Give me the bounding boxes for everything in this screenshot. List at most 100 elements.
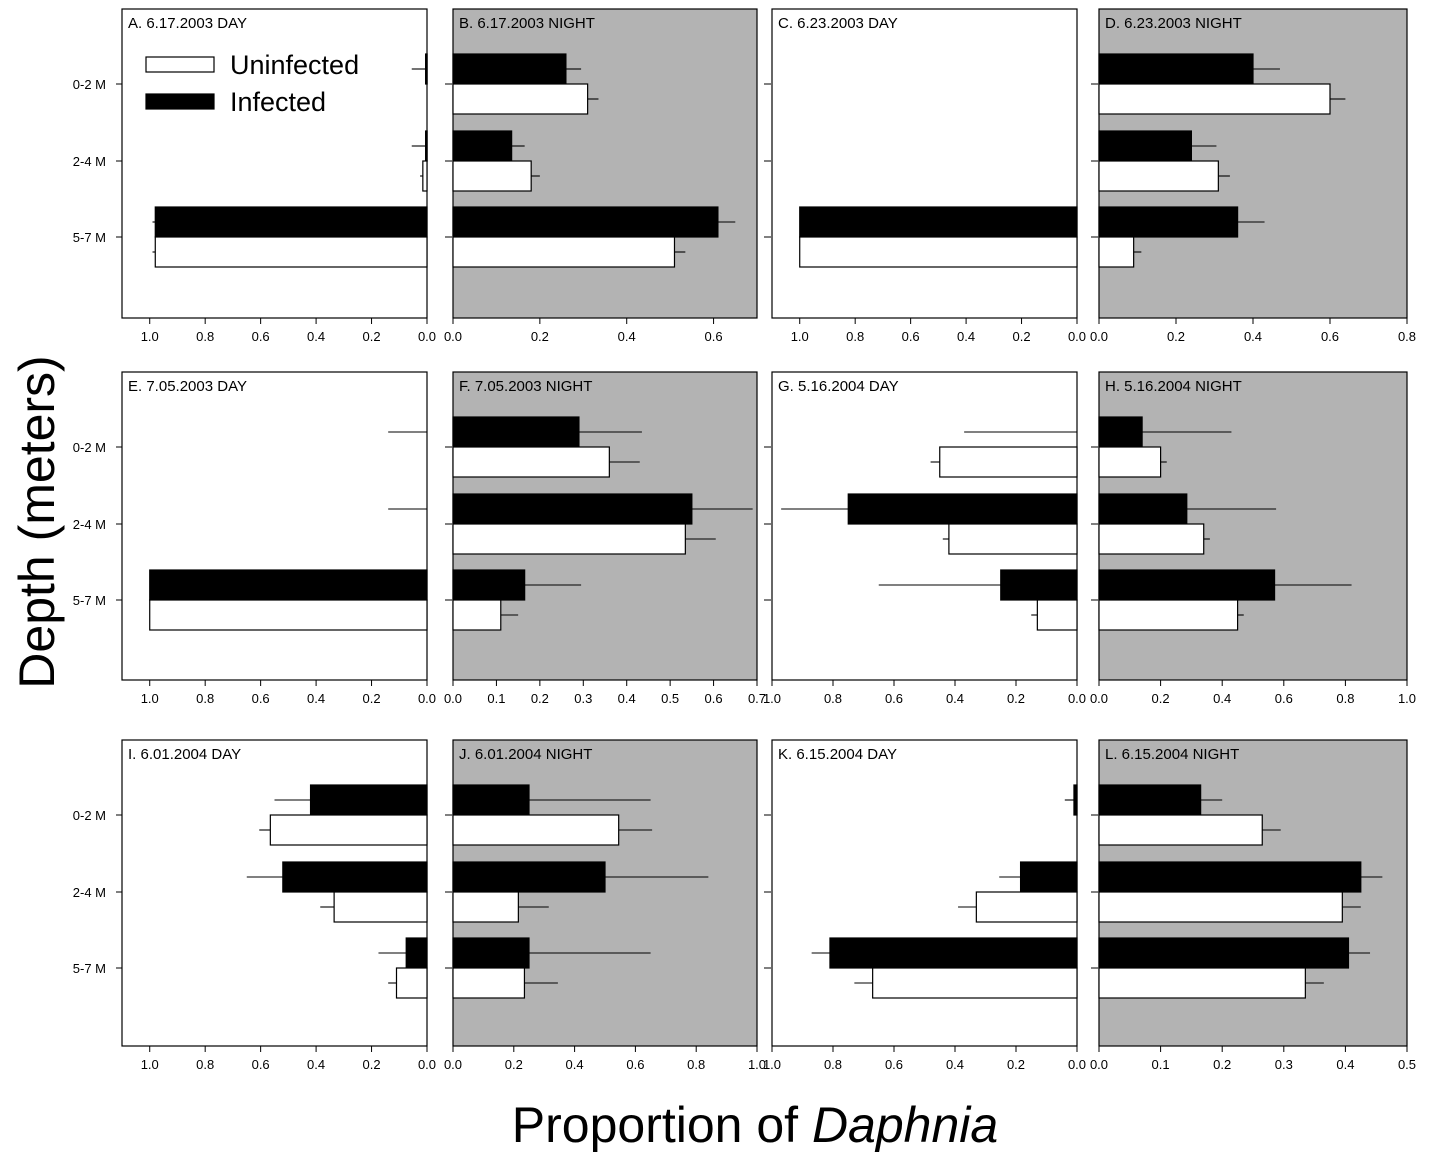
x-tick-label: 0.2 <box>1007 1057 1025 1072</box>
uninfected-bar <box>452 967 526 999</box>
x-tick-label: 0.8 <box>1398 329 1416 344</box>
panel-f: F. 7.05.2003 NIGHT 0.0 0.1 0.2 0.3 0.4 0.5 0.6 0… <box>444 371 766 706</box>
uninfected-bar <box>452 160 532 192</box>
x-tick-label: 0.6 <box>252 691 270 706</box>
infected-bar <box>425 53 428 85</box>
x-tick-label: 0.4 <box>307 329 325 344</box>
x-tick-label: 0.2 <box>531 691 549 706</box>
panel-d-title: D. 6.23.2003 NIGHT <box>1105 15 1242 32</box>
x-tick-label: 0.2 <box>531 329 549 344</box>
x-tick-label: 0.8 <box>196 329 214 344</box>
x-tick-label: 0.0 <box>444 329 462 344</box>
uninfected-bar <box>939 446 1078 478</box>
infected-bar <box>799 206 1078 238</box>
panel-l: L. 6.15.2004 NIGHT 0.0 0.1 0.2 0.3 0.4 0.5 <box>1090 739 1416 1072</box>
legend: Uninfected Infected <box>145 50 359 117</box>
panel-f-title: F. 7.05.2003 NIGHT <box>459 378 592 395</box>
x-tick-label: 0.6 <box>1275 691 1293 706</box>
uninfected-bar <box>1098 83 1331 115</box>
panel-g-title: G. 5.16.2004 DAY <box>778 378 899 395</box>
infected-bar <box>452 861 606 893</box>
uninfected-bar <box>452 523 686 555</box>
x-tick-label: 0.4 <box>1244 329 1262 344</box>
x-tick-label: 0.0 <box>418 1057 436 1072</box>
panel-j-title: J. 6.01.2004 NIGHT <box>459 746 592 763</box>
panel-c-frame <box>771 8 1078 319</box>
infected-bar <box>425 130 428 162</box>
infected-bar <box>829 937 1078 969</box>
panel-k-title: K. 6.15.2004 DAY <box>778 746 897 763</box>
x-tick-label: 0.8 <box>824 1057 842 1072</box>
x-tick-label: 0.0 <box>1090 329 1108 344</box>
x-axis-title-prefix: Proportion of <box>512 1097 812 1152</box>
x-tick-label: 1.0 <box>141 329 159 344</box>
infected-bar <box>452 130 513 162</box>
x-tick-label: 0.5 <box>1398 1057 1416 1072</box>
uninfected-bar <box>452 599 502 631</box>
y-tick-label: 0-2 M <box>73 77 106 92</box>
x-tick-label: 0.6 <box>626 1057 644 1072</box>
x-tick-label: 0.6 <box>252 1057 270 1072</box>
infected-bar <box>1098 569 1276 601</box>
x-tick-label: 0.6 <box>705 329 723 344</box>
infected-bar <box>1098 861 1362 893</box>
panel-b: B. 6.17.2003 NIGHT 0.0 0.2 0.4 0.6 <box>444 8 758 344</box>
uninfected-bar <box>948 523 1078 555</box>
x-tick-label: 1.0 <box>1398 691 1416 706</box>
uninfected-bar <box>422 160 428 192</box>
panel-l-title: L. 6.15.2004 NIGHT <box>1105 746 1239 763</box>
uninfected-bar <box>452 236 676 268</box>
x-tick-label: 0.1 <box>487 691 505 706</box>
legend-uninfected-swatch <box>145 56 215 73</box>
panel-c-title: C. 6.23.2003 DAY <box>778 15 898 32</box>
x-tick-label: 0.4 <box>618 329 636 344</box>
panel-h: H. 5.16.2004 NIGHT 0.0 0.2 0.4 0.6 0.8 1.0 <box>1090 371 1416 706</box>
x-tick-label: 0.2 <box>1213 1057 1231 1072</box>
x-tick-label: 0.2 <box>363 691 381 706</box>
x-tick-label: 0.6 <box>885 1057 903 1072</box>
x-tick-label: 0.4 <box>566 1057 584 1072</box>
x-tick-label: 0.2 <box>505 1057 523 1072</box>
x-tick-label: 0.2 <box>363 329 381 344</box>
panel-d: D. 6.23.2003 NIGHT 0.0 0.2 0.4 0.6 0.8 <box>1090 8 1416 344</box>
y-tick-label: 2-4 M <box>73 154 106 169</box>
infected-bar <box>1098 206 1239 238</box>
panel-h-title: H. 5.16.2004 NIGHT <box>1105 378 1242 395</box>
uninfected-bar <box>1098 446 1162 478</box>
panel-i-title: I. 6.01.2004 DAY <box>128 746 241 763</box>
panel-i: I. 6.01.2004 DAY 0-2 M 2-4 M 5-7 M 0.0 0.2 0.4… <box>73 739 436 1072</box>
uninfected-bar <box>975 891 1078 923</box>
x-tick-label: 0.8 <box>687 1057 705 1072</box>
uninfected-bar <box>452 446 610 478</box>
x-tick-label: 0.0 <box>1068 691 1086 706</box>
panel-e-title: E. 7.05.2003 DAY <box>128 378 247 395</box>
panel-k: K. 6.15.2004 DAY 0.0 0.2 0.4 0.6 0.8 1.0 <box>763 739 1086 1072</box>
uninfected-bar <box>1098 160 1219 192</box>
x-tick-label: 0.6 <box>705 691 723 706</box>
infected-bar <box>847 493 1078 525</box>
panel-g: G. 5.16.2004 DAY 0.0 0.2 0.4 0.6 0.8 1.0 <box>763 371 1086 706</box>
x-tick-label: 0.2 <box>363 1057 381 1072</box>
x-axis-title: Proportion of Daphnia <box>512 1097 998 1152</box>
uninfected-bar <box>1098 236 1135 268</box>
panel-a: A. 6.17.2003 DAY 0-2 M 2-4 M 5-7 M 0.0 0.2 0.4… <box>73 8 436 344</box>
panel-e-frame <box>121 371 428 681</box>
x-tick-label: 0.8 <box>196 691 214 706</box>
panels-group: A. 6.17.2003 DAY 0-2 M 2-4 M 5-7 M 0.0 0.2 0.4… <box>73 8 1416 1072</box>
y-tick-label: 0-2 M <box>73 808 106 823</box>
x-tick-label: 0.8 <box>824 691 842 706</box>
y-tick-label: 2-4 M <box>73 885 106 900</box>
infected-bar <box>154 206 428 238</box>
uninfected-bar <box>1098 523 1205 555</box>
infected-bar <box>1098 937 1350 969</box>
infected-bar <box>452 784 530 816</box>
uninfected-bar <box>452 891 519 923</box>
x-tick-label: 0.0 <box>1068 329 1086 344</box>
x-tick-label: 0.5 <box>661 691 679 706</box>
panel-e: E. 7.05.2003 DAY 0-2 M 2-4 M 5-7 M 0.0 0.2 0.4… <box>73 371 436 706</box>
x-tick-label: 0.6 <box>885 691 903 706</box>
x-tick-label: 0.2 <box>1152 691 1170 706</box>
x-tick-label: 0.4 <box>1213 691 1231 706</box>
x-tick-label: 1.0 <box>141 1057 159 1072</box>
